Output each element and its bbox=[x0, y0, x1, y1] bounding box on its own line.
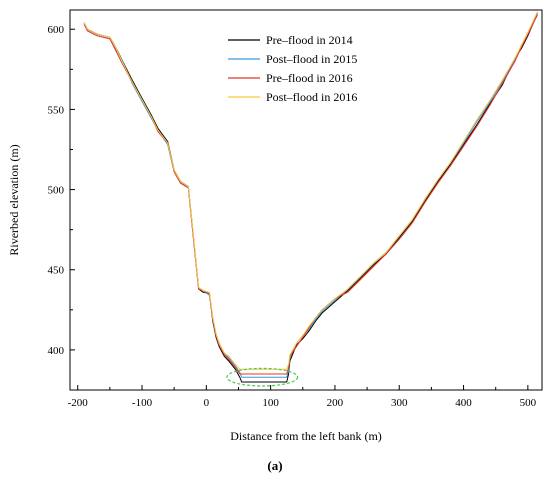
series-line-3 bbox=[83, 14, 538, 375]
x-tick-label: 400 bbox=[455, 397, 472, 409]
series-line-1 bbox=[83, 13, 538, 383]
series-line-4 bbox=[83, 11, 538, 370]
legend-label: Pre–flood in 2014 bbox=[266, 33, 353, 47]
y-axis-title: Riverbed elevation (m) bbox=[7, 144, 21, 255]
y-tick-label: 400 bbox=[48, 345, 65, 357]
y-tick-label: 600 bbox=[48, 24, 65, 36]
channel-bottom-highlight-ellipse bbox=[226, 367, 299, 387]
x-axis-ticks: -200 -100 0 100 200 300 400 500 bbox=[68, 385, 537, 409]
plot-frame bbox=[69, 9, 543, 391]
series-line-2 bbox=[83, 12, 538, 378]
x-tick-label: 200 bbox=[327, 397, 344, 409]
x-tick-label: 0 bbox=[204, 397, 210, 409]
x-tick-label: -100 bbox=[132, 397, 153, 409]
legend-label: Pre–flood in 2016 bbox=[266, 71, 353, 85]
x-tick-label: 500 bbox=[520, 397, 537, 409]
x-axis-title: Distance from the left bank (m) bbox=[230, 429, 382, 443]
y-tick-label: 500 bbox=[48, 185, 65, 197]
y-axis-ticks: 400 450 500 550 600 bbox=[48, 24, 75, 357]
y-tick-label: 450 bbox=[48, 265, 65, 277]
series-layer bbox=[83, 11, 538, 383]
panel-label: (a) bbox=[267, 458, 282, 473]
legend-label: Post–flood in 2016 bbox=[266, 90, 357, 104]
x-tick-label: 100 bbox=[262, 397, 279, 409]
y-tick-label: 550 bbox=[48, 104, 65, 116]
legend: Pre–flood in 2014 Post–flood in 2015 Pre–f… bbox=[228, 33, 357, 104]
x-tick-label: -200 bbox=[68, 397, 89, 409]
x-tick-label: 300 bbox=[391, 397, 408, 409]
legend-label: Post–flood in 2015 bbox=[266, 52, 357, 66]
